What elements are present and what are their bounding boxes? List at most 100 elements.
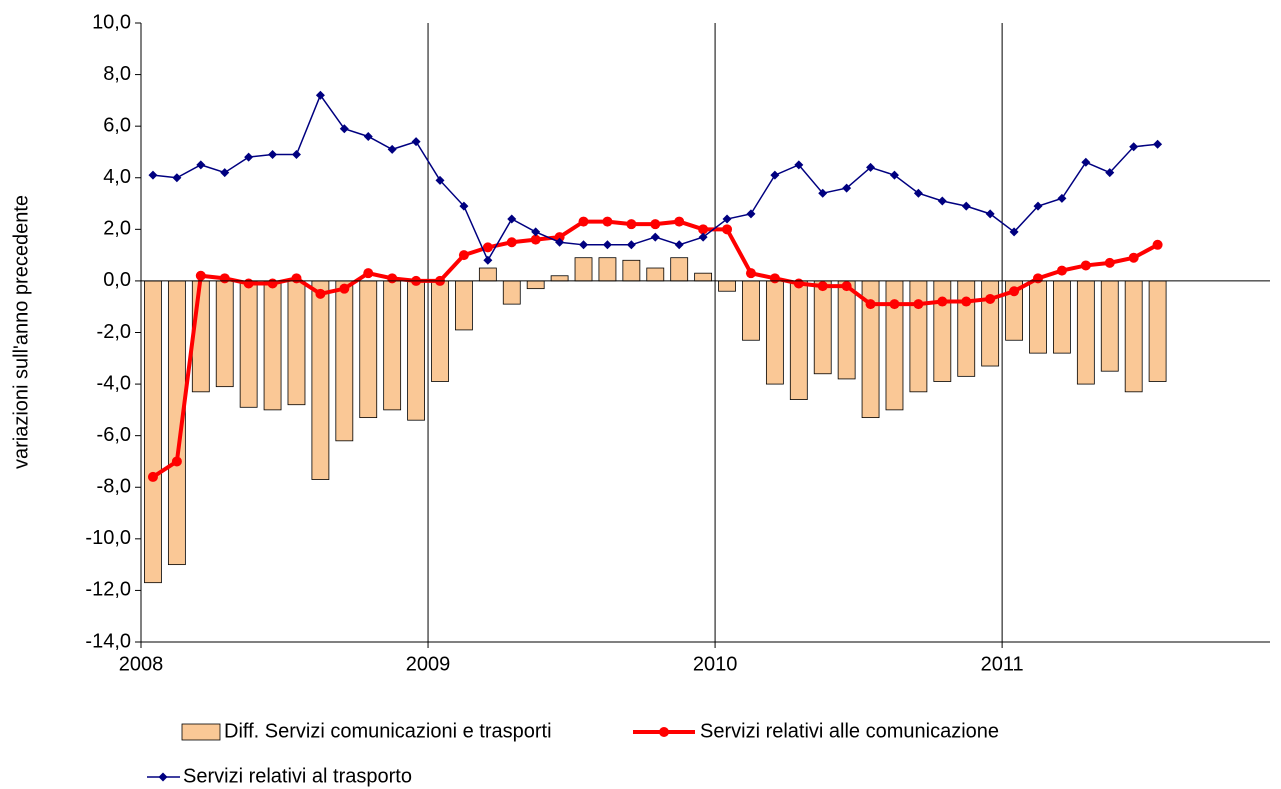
bar: [263, 280, 282, 411]
y-tick-label: 8,0: [103, 63, 131, 85]
bar: [813, 280, 832, 375]
marker: [507, 214, 517, 224]
bar: [144, 280, 162, 584]
legend-label: Servizi relativi alle comunicazione: [700, 720, 999, 742]
y-tick-label: -2,0: [97, 321, 131, 343]
marker: [171, 456, 182, 467]
marker: [770, 170, 780, 180]
legend-swatch: [158, 772, 168, 782]
marker: [745, 268, 756, 279]
marker: [291, 273, 302, 284]
marker: [1104, 257, 1115, 268]
bar: [933, 280, 952, 382]
bar: [694, 272, 713, 282]
marker: [841, 281, 852, 292]
marker: [913, 299, 924, 310]
marker: [985, 209, 995, 219]
marker: [147, 471, 158, 482]
bar: [359, 280, 378, 419]
y-tick-label: 6,0: [103, 114, 131, 136]
y-tick-label: 2,0: [103, 218, 131, 240]
marker: [769, 273, 780, 284]
marker: [602, 216, 613, 227]
marker: [674, 216, 685, 227]
marker: [937, 296, 948, 307]
marker: [363, 131, 373, 141]
bar: [239, 280, 258, 408]
bar: [502, 280, 521, 305]
marker: [865, 299, 876, 310]
bar: [455, 280, 473, 331]
bar: [957, 280, 976, 377]
y-axis-title: variazioni sull'anno precedente: [10, 195, 32, 469]
marker: [339, 124, 349, 134]
marker: [1080, 260, 1091, 271]
legend-swatch: [659, 727, 669, 737]
marker: [268, 150, 278, 160]
marker: [339, 283, 350, 294]
marker: [459, 201, 469, 211]
bar: [981, 280, 1000, 367]
marker: [722, 214, 732, 224]
marker: [1056, 265, 1067, 276]
y-tick-label: -4,0: [97, 372, 131, 394]
y-tick-label: -14,0: [85, 630, 131, 652]
bar: [287, 280, 306, 406]
bar: [1148, 280, 1167, 382]
marker: [1009, 227, 1019, 237]
bar: [622, 259, 641, 282]
marker: [626, 240, 636, 250]
bar: [837, 280, 856, 380]
marker: [650, 232, 660, 242]
bar: [526, 280, 545, 290]
marker: [531, 227, 541, 237]
bar: [670, 257, 689, 282]
bar: [909, 280, 928, 393]
marker: [578, 216, 589, 227]
marker: [172, 173, 182, 183]
bar: [1029, 280, 1047, 354]
marker: [794, 160, 804, 170]
marker: [1105, 168, 1115, 178]
bar: [478, 267, 497, 282]
bar: [1053, 280, 1071, 354]
marker: [650, 219, 661, 230]
x-tick-label: 2009: [406, 653, 451, 675]
marker: [698, 224, 709, 235]
marker: [913, 188, 923, 198]
marker: [243, 278, 254, 289]
legend-label: Servizi relativi al trasporto: [183, 765, 412, 787]
marker: [291, 150, 301, 160]
marker: [506, 237, 517, 248]
marker: [315, 288, 326, 299]
marker: [722, 224, 733, 235]
marker: [674, 240, 684, 250]
y-tick-label: -12,0: [85, 579, 131, 601]
marker: [555, 237, 565, 247]
marker: [1129, 142, 1139, 152]
marker: [961, 201, 971, 211]
marker: [219, 273, 230, 284]
marker: [458, 250, 469, 261]
bar: [718, 280, 736, 292]
bar: [1100, 280, 1119, 372]
marker: [148, 170, 158, 180]
marker: [698, 232, 708, 242]
marker: [482, 242, 493, 253]
marker: [889, 299, 900, 310]
marker: [267, 278, 278, 289]
marker: [387, 144, 397, 154]
marker: [483, 255, 493, 265]
bar: [789, 280, 808, 400]
marker: [220, 168, 230, 178]
bar: [1076, 280, 1095, 385]
marker: [818, 188, 828, 198]
marker: [602, 240, 612, 250]
bar: [765, 280, 784, 385]
marker: [196, 160, 206, 170]
y-tick-label: -8,0: [97, 476, 131, 498]
marker: [746, 209, 756, 219]
x-tick-label: 2011: [981, 653, 1024, 675]
bar: [407, 280, 425, 421]
bar: [335, 280, 354, 442]
